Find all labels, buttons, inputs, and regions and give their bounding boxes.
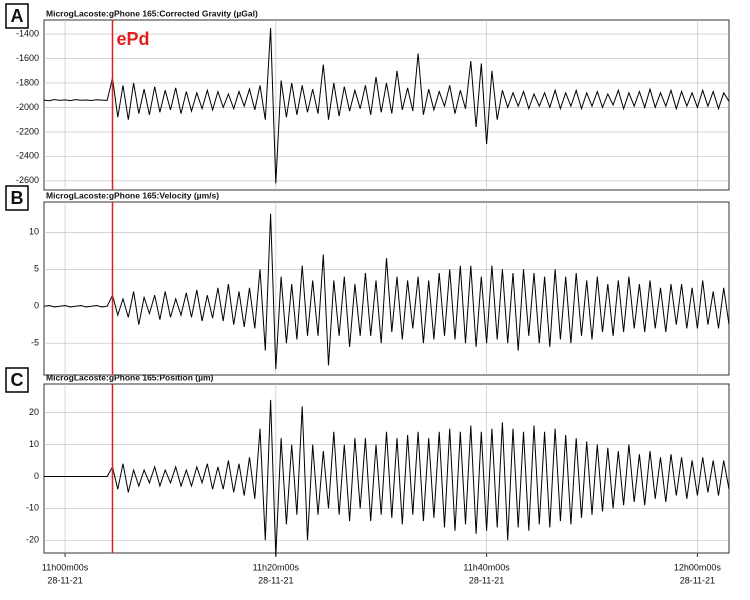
- trace: [44, 399, 730, 557]
- y-tick-label: -2200: [16, 126, 39, 136]
- trace: [43, 27, 730, 184]
- y-tick-label: -10: [26, 503, 39, 513]
- panel-label: A: [11, 6, 24, 26]
- x-tick-label: 11h00m00s: [42, 562, 89, 572]
- y-tick-label: 10: [29, 227, 39, 237]
- panel-title: MicrogLacoste:gPhone 165:Corrected Gravi…: [46, 8, 258, 18]
- x-tick-date: 28-11-21: [680, 575, 715, 585]
- y-tick-label: 0: [34, 301, 39, 311]
- x-tick-label: 12h00m00s: [674, 562, 722, 572]
- trace: [43, 213, 730, 370]
- panel-label-box: [5, 3, 29, 29]
- panel-label: B: [11, 188, 24, 208]
- y-tick-label: -1800: [16, 77, 39, 87]
- y-tick-label: -2600: [16, 175, 39, 185]
- plot-area: [43, 201, 730, 376]
- panel-title: MicrogLacoste:gPhone 165:Velocity (µm/s): [46, 190, 219, 200]
- x-tick-label: 11h40m00s: [463, 562, 510, 572]
- panel-label-box: [5, 367, 29, 393]
- y-tick-label: -1400: [16, 28, 39, 38]
- y-tick-label: 5: [34, 264, 39, 274]
- x-tick-label: 11h20m00s: [253, 562, 300, 572]
- panel-label: C: [11, 370, 24, 390]
- y-tick-label: -2400: [16, 151, 39, 161]
- plot-area: [43, 383, 730, 554]
- panel-label-box: [5, 185, 29, 211]
- y-tick-label: -20: [26, 535, 39, 545]
- x-tick-date: 28-11-21: [469, 575, 504, 585]
- y-tick-label: -1600: [16, 53, 39, 63]
- y-tick-label: -5: [31, 338, 39, 348]
- y-tick-label: -2000: [16, 102, 39, 112]
- y-tick-label: 20: [29, 407, 39, 417]
- annotation: ePd: [117, 29, 150, 49]
- y-tick-label: 10: [29, 439, 39, 449]
- x-tick-date: 28-11-21: [258, 575, 293, 585]
- panel-title: MicrogLacoste:gPhone 165:Position (µm): [46, 372, 214, 382]
- x-tick-date: 28-11-21: [47, 575, 82, 585]
- y-tick-label: 0: [34, 471, 39, 481]
